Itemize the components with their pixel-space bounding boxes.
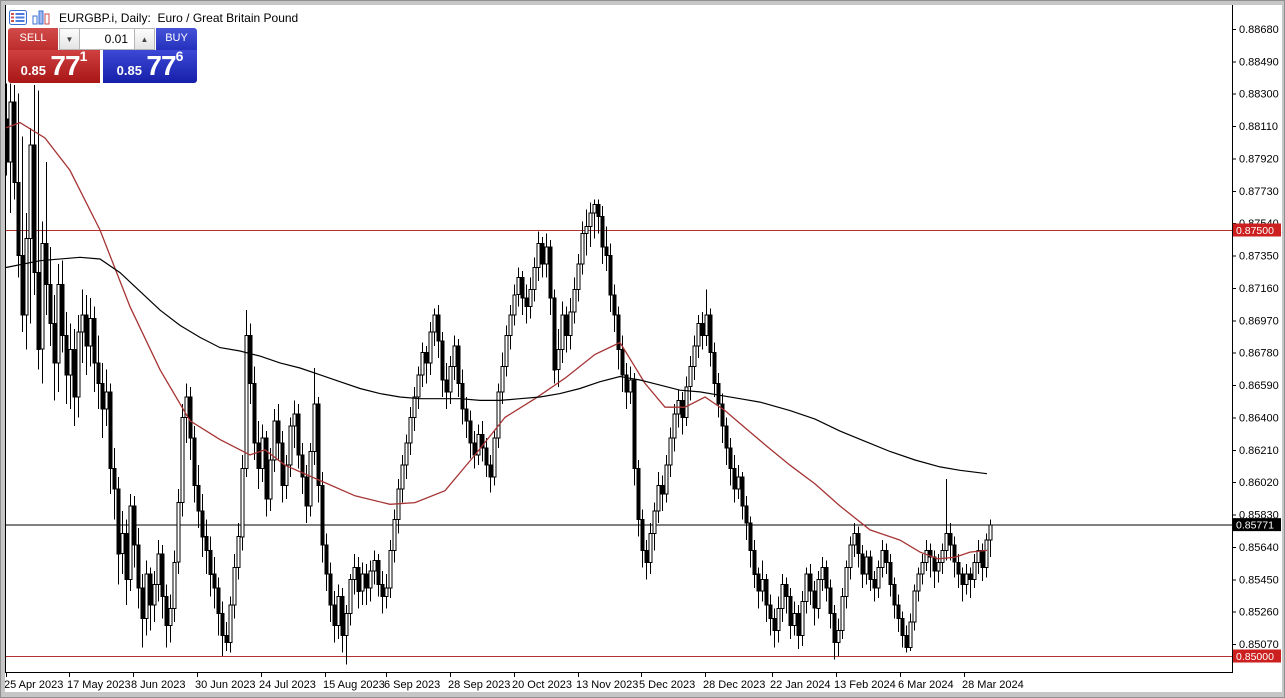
sell-price: 0.85 771 bbox=[20, 48, 88, 81]
price-tick-label: 0.88680 bbox=[1239, 24, 1279, 36]
price-tick-label: 0.87160 bbox=[1239, 283, 1279, 295]
ma-slow-black-line bbox=[5, 256, 988, 475]
price-tag bbox=[1233, 649, 1281, 663]
price-tick-label: 0.88490 bbox=[1239, 56, 1279, 68]
plot-border bbox=[5, 5, 1233, 673]
price-axis[interactable]: 0.88680 0.88490 0.88300 0.88110 0.87920 0.877… bbox=[1232, 24, 1281, 663]
price-tick-label: 0.87350 bbox=[1239, 251, 1279, 263]
price-tick-label: 0.87920 bbox=[1239, 153, 1279, 165]
date-tick-label: 6 Sep 2023 bbox=[384, 679, 440, 691]
chart-columns-icon bbox=[32, 10, 50, 25]
price-tag bbox=[1233, 518, 1281, 532]
candle-wicks bbox=[6, 83, 991, 665]
plot-content bbox=[5, 83, 1232, 665]
price-tick-label: 0.86210 bbox=[1239, 445, 1279, 457]
price-tick-label: 0.85260 bbox=[1239, 607, 1279, 619]
date-tick-label: 5 Dec 2023 bbox=[639, 679, 695, 691]
date-tick-label: 20 Oct 2023 bbox=[512, 679, 572, 691]
price-tick-label: 0.87730 bbox=[1239, 186, 1279, 198]
buy-price: 0.85 776 bbox=[116, 48, 184, 81]
price-tick-label: 0.86970 bbox=[1239, 315, 1279, 327]
window-frame-bottom bbox=[0, 692, 1285, 698]
price-tag-label: 0.85771 bbox=[1236, 520, 1274, 532]
window-frame-left bbox=[0, 0, 5, 698]
price-tick-label: 0.88110 bbox=[1239, 121, 1278, 133]
buy-price-panel[interactable]: 0.85 776 bbox=[103, 48, 197, 83]
date-tick-label: 28 Dec 2023 bbox=[703, 679, 765, 691]
bearish-candles bbox=[5, 101, 985, 648]
chart-title-row: EURGBP.i, Daily: Euro / Great Britain Po… bbox=[9, 9, 298, 26]
sell-price-panel[interactable]: 0.85 771 bbox=[8, 48, 100, 83]
sell-button[interactable]: SELL bbox=[8, 28, 58, 51]
price-tick-label: 0.86590 bbox=[1239, 380, 1279, 392]
date-tick-label: 13 Feb 2024 bbox=[834, 679, 896, 691]
one-click-trading-widget: SELL ▼ 0.01 ▲ BUY 0.85 771 0.85 776 bbox=[8, 28, 197, 83]
date-tick-label: 8 Jun 2023 bbox=[131, 679, 185, 691]
quotes-list-icon bbox=[9, 10, 27, 25]
date-tick-label: 13 Nov 2023 bbox=[576, 679, 638, 691]
price-tick-label: 0.85070 bbox=[1239, 639, 1279, 651]
volume-increase-button[interactable]: ▲ bbox=[134, 28, 155, 50]
price-tick-label: 0.88300 bbox=[1239, 89, 1279, 101]
price-tag bbox=[1233, 223, 1281, 237]
date-tick-label: 22 Jan 2024 bbox=[770, 679, 831, 691]
price-tick-label: 0.86020 bbox=[1239, 477, 1279, 489]
date-tick-label: 24 Jul 2023 bbox=[259, 679, 316, 691]
chart-title: EURGBP.i, Daily: Euro / Great Britain Po… bbox=[59, 10, 299, 25]
window-frame-top bbox=[0, 0, 1285, 5]
date-tick-label: 30 Jun 2023 bbox=[195, 679, 256, 691]
time-axis[interactable]: 25 Apr 2023 17 May 2023 8 Jun 2023 30 Jun 2… bbox=[4, 672, 1024, 691]
window-frame-right bbox=[1282, 0, 1285, 698]
ma-fast-red-line bbox=[5, 121, 988, 560]
date-tick-label: 28 Sep 2023 bbox=[448, 679, 510, 691]
date-tick-label: 15 Aug 2023 bbox=[323, 679, 385, 691]
date-tick-label: 25 Apr 2023 bbox=[4, 679, 63, 691]
price-tick-label: 0.86780 bbox=[1239, 348, 1279, 360]
date-tick-label: 6 Mar 2024 bbox=[898, 679, 954, 691]
bullish-candles bbox=[8, 101, 993, 648]
price-tick-label: 0.85640 bbox=[1239, 542, 1279, 554]
price-tick-label: 0.85450 bbox=[1239, 574, 1279, 586]
date-tick-label: 17 May 2023 bbox=[67, 679, 131, 691]
price-tick-label: 0.86400 bbox=[1239, 412, 1279, 424]
date-tick-label: 28 Mar 2024 bbox=[962, 679, 1024, 691]
volume-input[interactable]: 0.01 bbox=[79, 28, 135, 50]
price-tag-label: 0.87500 bbox=[1236, 225, 1274, 237]
volume-decrease-button[interactable]: ▼ bbox=[59, 28, 80, 50]
price-tag-label: 0.85000 bbox=[1236, 651, 1274, 663]
